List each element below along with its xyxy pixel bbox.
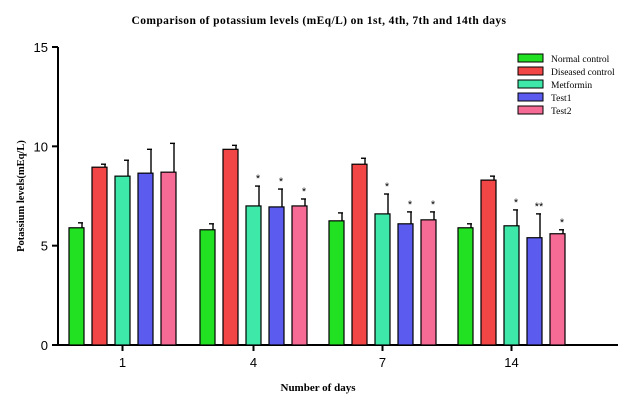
bar	[526, 237, 543, 346]
y-tick-label: 0	[41, 338, 48, 353]
bar	[68, 227, 85, 346]
legend-label: Normal control	[551, 55, 610, 65]
y-axis-label: Potassium levels(mEq/L)	[16, 140, 27, 252]
bar	[328, 220, 345, 346]
significance-marker: *	[514, 197, 519, 209]
x-tick-label: 1	[119, 355, 126, 370]
legend-label: Metformin	[551, 80, 592, 91]
x-tick-label: 14	[504, 355, 518, 370]
legend-swatch	[517, 79, 544, 89]
bar	[160, 171, 177, 346]
bar	[374, 213, 391, 346]
bar	[91, 166, 108, 346]
bar	[420, 219, 437, 346]
significance-marker: *	[256, 173, 261, 185]
legend-swatch	[517, 66, 544, 76]
bar	[480, 179, 497, 346]
bar	[114, 175, 131, 346]
bar	[457, 227, 474, 346]
significance-marker: *	[302, 186, 307, 198]
bar	[397, 223, 414, 346]
bar	[137, 172, 154, 346]
x-tick-label: 4	[250, 355, 257, 370]
legend-label: Diseased control	[551, 68, 615, 78]
significance-marker: *	[385, 181, 390, 193]
y-tick-label: 5	[41, 239, 48, 254]
significance-marker: *	[279, 176, 284, 188]
bar	[222, 148, 239, 346]
legend-swatch	[517, 105, 544, 115]
legend-label: Test1	[551, 94, 572, 104]
significance-marker: **	[535, 201, 544, 213]
bar	[199, 229, 216, 346]
bar	[351, 163, 368, 346]
y-tick-label: 10	[34, 139, 48, 154]
bar	[549, 233, 566, 346]
bar	[245, 205, 262, 346]
bar	[268, 206, 285, 346]
x-axis-label: Number of days	[281, 382, 357, 394]
chart-title: Comparison of potassium levels (mEq/L) o…	[132, 15, 507, 27]
bar	[503, 225, 520, 346]
legend-swatch	[517, 53, 544, 63]
y-tick-label: 15	[34, 40, 48, 55]
x-tick-label: 7	[379, 355, 386, 370]
significance-marker: *	[431, 199, 436, 211]
legend-swatch	[517, 92, 544, 102]
legend: Normal control Diseased control Metformin T…	[517, 53, 615, 117]
significance-marker: *	[560, 217, 565, 229]
legend-label: Test2	[551, 107, 572, 117]
significance-marker: *	[408, 199, 413, 211]
bar	[291, 205, 308, 346]
